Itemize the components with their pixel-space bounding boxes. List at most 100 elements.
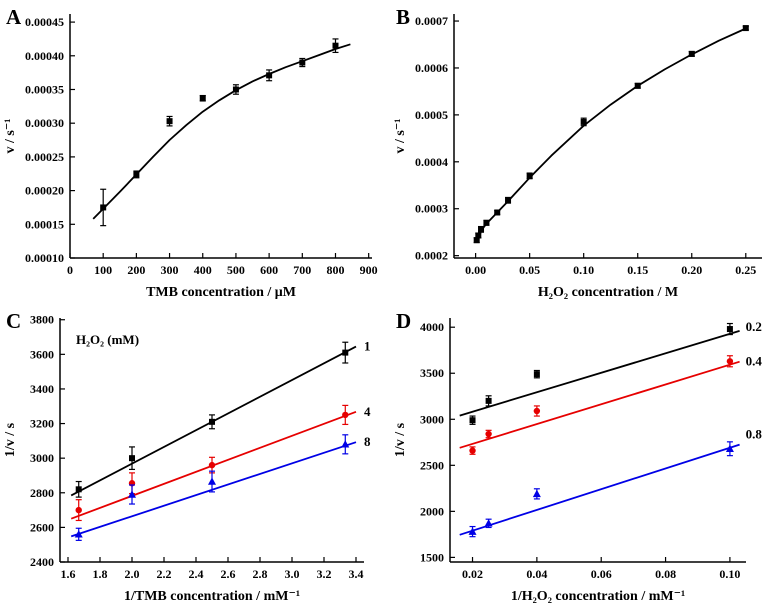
x-tick-label: 0.04 [526,567,547,581]
chart-panel-C: 1.6 1.8 2.0 2.2 2.4 2.6 2.8 3.0 3.2 3.4 2400 2600 28… [3,309,371,604]
y-tick-label: 3600 [30,347,54,361]
data-point [533,371,540,378]
data-point [532,489,541,498]
data-point [485,397,492,404]
data-point [533,407,541,415]
x-tick-label: 0 [67,263,73,277]
data-point [468,527,477,535]
x-tick-label: 2.6 [221,567,236,581]
data-point [332,42,339,49]
fit-line [459,443,740,536]
y-axis: 2400 2600 2800 3000 3200 3400 3600 3800 [30,313,65,569]
x-tick-label: 2.4 [189,567,204,581]
x-tick-label: 200 [127,263,145,277]
data-point [266,72,273,79]
y-tick-label: 0.0002 [415,249,448,263]
x-axis: 0 100 200 300 400 500 600 700 800 900 [67,253,378,277]
x-tick-label: 2.0 [125,567,140,581]
y-tick-label: 0.00010 [25,251,64,265]
data-point [100,204,107,211]
data-point [299,59,306,66]
panel-C: 1.6 1.8 2.0 2.2 2.4 2.6 2.8 3.0 3.2 3.4 2400 2600 28… [0,304,390,608]
y-axis: 0.00010 0.00015 0.00020 0.00025 0.00030 0.000… [25,15,75,265]
series-end-label: 4 [364,404,371,419]
series-h2o2-8mM: 8 [70,434,371,541]
panel-D: 0.02 0.04 0.06 0.08 0.10 1500 2000 2500 3000 3500… [390,304,780,608]
y-tick-label: 2400 [30,555,54,569]
x-tick-label: 0.08 [655,567,676,581]
data-point [209,418,215,425]
data-point [688,50,695,57]
data-point [485,430,492,438]
legend-label: H₂O₂ (mM) [76,332,139,347]
panel-A: 0 100 200 300 400 500 600 700 800 900 0.00010 0.000… [0,0,390,304]
data-point [742,25,749,32]
data-point [208,461,216,469]
x-axis-title: 1/TMB concentration / mM⁻¹ [124,589,300,604]
x-tick-label: 2.8 [253,567,268,581]
x-tick-label: 0.10 [573,263,594,277]
y-tick-label: 3400 [30,382,54,396]
x-tick-label: 0.20 [681,263,702,277]
x-tick-label: 3.0 [285,567,300,581]
x-tick-label: 0.00 [465,263,486,277]
series-h2o2-4mM: 4 [70,404,371,522]
fit-line [459,360,740,449]
fit-line [475,27,747,241]
series-tmb-0p8mM: 0.8 [459,427,763,538]
y-tick-label: 2500 [420,458,444,472]
series-end-label: 1 [364,339,371,354]
y-axis-title: v / s⁻¹ [3,119,18,154]
series-end-label: 0.8 [746,427,763,442]
y-tick-label: 3500 [420,366,444,380]
x-tick-label: 800 [326,263,344,277]
fit-line [92,43,351,220]
x-axis: 0.02 0.04 0.06 0.08 0.10 [462,557,740,581]
data-point [342,349,349,356]
data-point [342,411,349,419]
series-tmb-0p2mM: 0.2 [459,319,762,425]
x-axis-title: TMB concentration / μM [146,285,296,300]
data-point [580,118,587,125]
data-point [74,530,83,538]
data-point [199,95,206,102]
data-point [341,440,350,448]
y-tick-label: 3000 [30,451,54,465]
series-end-label: 0.2 [746,319,762,334]
x-tick-label: 0.06 [591,567,612,581]
data-point [128,490,136,498]
series-end-label: 8 [364,434,371,449]
x-tick-label: 400 [194,263,212,277]
y-tick-label: 3000 [420,412,444,426]
x-tick-label: 300 [161,263,179,277]
chart-panel-A: 0 100 200 300 400 500 600 700 800 9000.000100.000… [3,5,378,300]
data-point [469,447,476,454]
data-point [483,219,490,226]
x-tick-label: 1.8 [93,567,108,581]
y-tick-label: 3800 [30,313,54,327]
x-tick-label: 0.10 [719,567,740,581]
x-tick-label: 900 [360,263,378,277]
data-point [75,506,82,514]
axes [59,318,364,563]
x-tick-label: 600 [260,263,278,277]
series-tmb-0p4mM: 0.4 [459,354,762,455]
y-axis-title: 1/v / s [393,422,408,457]
y-tick-label: 0.0005 [415,108,448,122]
x-tick-label: 0.25 [735,263,756,277]
y-axis-title: v / s⁻¹ [393,119,408,154]
y-tick-label: 0.00015 [25,217,64,231]
fit-line [459,330,740,417]
panel-letter-A: A [6,5,22,29]
y-tick-label: 1500 [420,550,444,564]
data-point [478,226,485,233]
axes [449,318,746,563]
y-tick-label: 2600 [30,520,54,534]
y-tick-label: 2800 [30,486,54,500]
data-point [473,237,480,244]
series-h2o2-1mM: 1 [70,339,371,498]
data-point [208,477,216,485]
axes [453,14,762,259]
x-axis: 0.00 0.05 0.10 0.15 0.20 0.25 [465,253,756,277]
